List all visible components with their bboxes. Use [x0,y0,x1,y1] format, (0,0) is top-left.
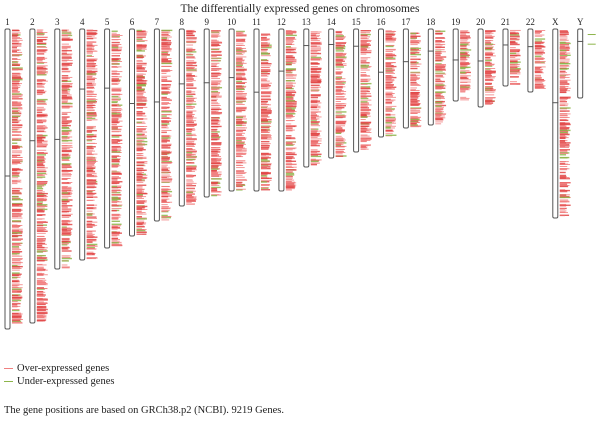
chromosome-label-18: 18 [426,17,436,27]
chromosome-body [104,28,111,249]
chromosome-label-12: 12 [277,17,286,27]
chromosome-8: 8 [178,17,198,207]
chromosome-2: 2 [29,17,48,324]
chromosome-21: 21 [501,17,521,87]
chromosome-label-8: 8 [180,17,185,27]
chromosome-label-21: 21 [501,17,510,27]
legend-item-under: Under-expressed genes [4,375,114,388]
chromosome-body [402,28,409,129]
chromosome-4: 4 [79,17,98,261]
chromosome-label-13: 13 [302,17,312,27]
chromosome-label-3: 3 [55,17,60,27]
chromosome-label-22: 22 [526,17,535,27]
over-expressed-swatch [4,368,13,369]
legend-label-over: Over-expressed genes [17,363,110,374]
chromosome-1: 1 [4,17,23,330]
chromosome-body [129,28,135,237]
chromosome-body [577,28,584,99]
chromosome-body [353,28,360,153]
chromosome-ideogram: 1 2 3 4 5 6 7 8 9 10 11 12 13 14 15 16 17 18 19 20 21 22 X Y [4,17,596,330]
chromosome-12: 12 [277,17,297,192]
chromosome-label-14: 14 [327,17,337,27]
chromosome-16: 16 [377,17,397,138]
chromosome-17: 17 [401,17,422,129]
chromosome-label-4: 4 [80,17,85,27]
chromosome-label-17: 17 [401,17,411,27]
chromosome-22: 22 [526,17,546,93]
chromosome-body [502,28,509,87]
chromosome-6: 6 [129,17,148,237]
chromosome-body [303,28,310,168]
chromosome-label-5: 5 [105,17,110,27]
chromosome-14: 14 [327,17,347,159]
chart-title: The differentially expressed genes on ch… [180,3,420,15]
chromosome-body [203,28,210,198]
chromosome-label-10: 10 [227,17,237,27]
chromosome-20: 20 [476,17,496,108]
chromosome-19: 19 [451,17,472,102]
chromosome-label-19: 19 [451,17,461,27]
chromosome-label-6: 6 [130,17,135,27]
chromosome-label-y: Y [577,17,584,27]
legend: Over-expressed genes Under-expressed gen… [4,362,114,388]
chromosome-body [29,28,36,324]
chromosome-label-x: X [552,17,559,27]
chromosome-body [228,28,235,192]
chromosome-body [427,28,434,126]
chromosome-15: 15 [352,17,372,153]
chromosome-13: 13 [302,17,322,168]
chromosome-body [328,28,335,159]
chromosome-body [4,28,11,330]
chromosome-10: 10 [227,17,248,192]
chromosome-label-2: 2 [30,17,35,27]
chromosome-body [552,28,559,219]
chromosome-body [178,28,185,207]
legend-label-under: Under-expressed genes [17,376,115,387]
footnote: The gene positions are based on GRCh38.p… [4,405,284,416]
chromosome-18: 18 [426,17,447,126]
chromosome-label-1: 1 [5,17,10,27]
chromosome-5: 5 [104,17,123,249]
chromosome-body [378,28,384,138]
chromosome-label-7: 7 [155,17,160,27]
chromosome-body [54,28,61,270]
chromosome-body [278,28,285,192]
legend-item-over: Over-expressed genes [4,362,114,375]
chromosome-x: X [552,17,571,219]
chromosome-label-16: 16 [377,17,387,27]
chromosome-11: 11 [252,17,272,192]
chromosome-body [153,28,160,222]
chromosome-label-11: 11 [252,17,261,27]
chromosome-3: 3 [54,17,73,270]
chromosome-body [477,28,484,108]
chromosome-body [253,28,260,192]
under-expressed-swatch [4,381,13,382]
chromosome-body [527,28,534,93]
chromosome-label-20: 20 [476,17,486,27]
chromosome-y: Y [577,17,596,99]
chromosome-label-15: 15 [352,17,362,27]
chromosome-7: 7 [153,17,173,222]
chromosome-body [452,28,459,102]
chromosome-9: 9 [203,17,223,198]
chromosome-label-9: 9 [204,17,209,27]
chromosome-body [79,28,86,261]
